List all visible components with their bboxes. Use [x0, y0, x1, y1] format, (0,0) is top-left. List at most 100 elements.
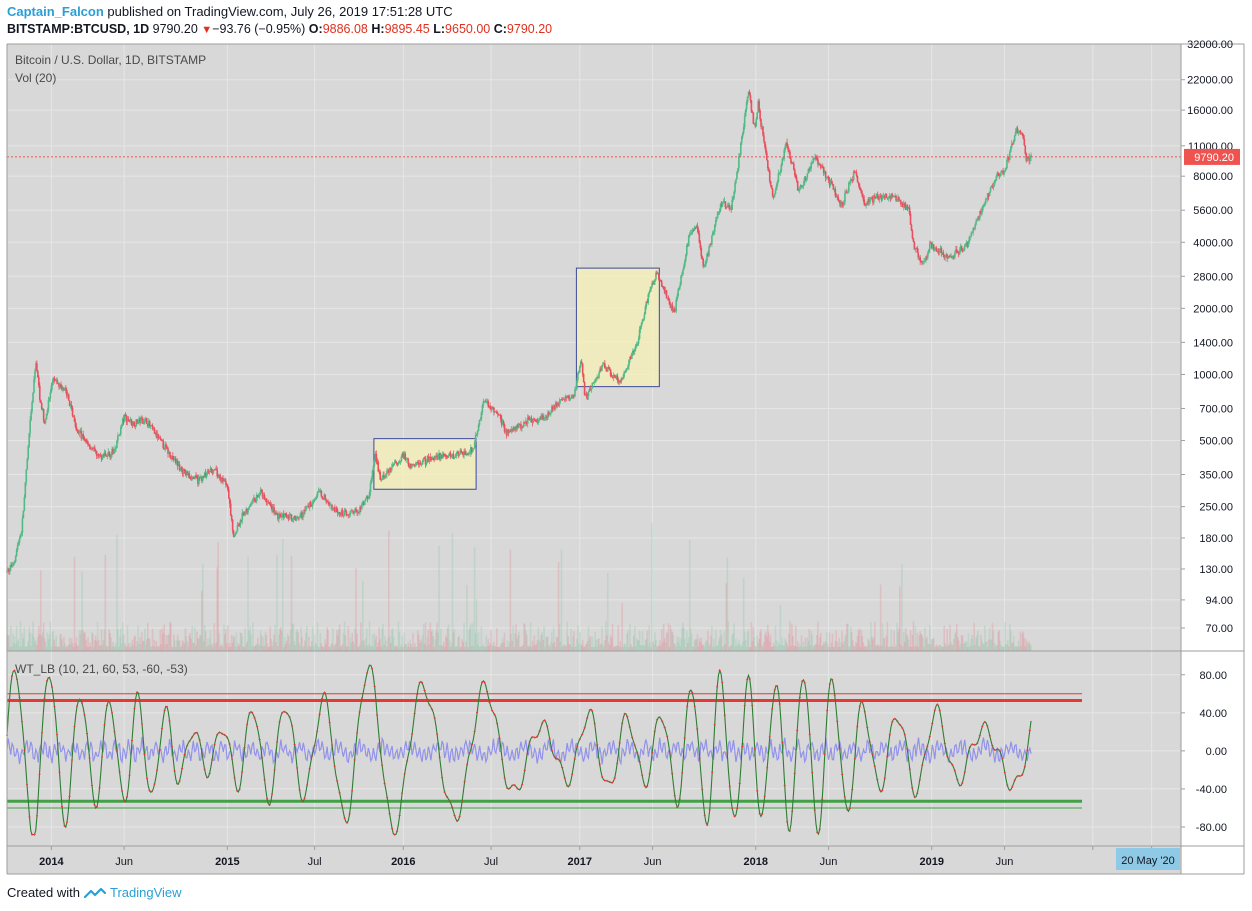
candle-body	[249, 505, 251, 507]
candle-body	[809, 168, 812, 171]
author-link[interactable]: Captain_Falcon	[7, 4, 104, 19]
volume-bar	[787, 646, 789, 651]
volume-bar	[423, 643, 426, 651]
volume-bar	[341, 644, 344, 651]
candle-body	[494, 411, 496, 413]
volume-bar	[1021, 633, 1024, 651]
candle-body	[659, 279, 661, 281]
volume-bar	[639, 645, 642, 651]
candle-body	[972, 228, 974, 233]
candle-body	[35, 363, 37, 372]
candle-body	[984, 199, 987, 204]
volume-bar	[362, 581, 364, 651]
volume-bar	[996, 645, 999, 651]
volume-bar	[492, 646, 494, 651]
volume-bar	[849, 626, 852, 651]
time-axis-label: Jun	[996, 856, 1014, 868]
volume-bar	[777, 642, 780, 651]
candle-body	[201, 476, 204, 481]
volume-bar	[558, 624, 561, 651]
volume-bar	[340, 645, 343, 651]
candle-body	[768, 170, 771, 182]
candle-body	[797, 190, 800, 192]
candle-body	[197, 478, 199, 484]
candle-body	[181, 469, 184, 474]
candle-body	[262, 494, 265, 497]
candle-body	[71, 407, 74, 416]
volume-bar	[710, 635, 712, 651]
candle-body	[624, 372, 626, 374]
osc-axis-label: 0.00	[1206, 746, 1227, 758]
candle-body	[432, 457, 435, 459]
volume-bar	[416, 630, 419, 651]
volume-bar	[688, 539, 691, 651]
candle-body	[994, 180, 997, 182]
candle-body	[65, 389, 68, 396]
volume-bar	[303, 645, 305, 651]
volume-bar	[11, 634, 14, 651]
volume-bar	[970, 638, 973, 651]
candle-body	[37, 370, 39, 378]
candle-body	[426, 456, 429, 462]
candle-body	[707, 253, 709, 256]
volume-bar	[291, 624, 294, 651]
candle-body	[705, 260, 707, 264]
volume-bar	[720, 634, 723, 651]
volume-bar	[314, 643, 317, 651]
volume-bar	[1019, 631, 1022, 651]
volume-bar	[875, 645, 877, 651]
candle-body	[874, 195, 876, 198]
candle-body	[441, 454, 443, 459]
candle-body	[271, 506, 273, 512]
volume-bar	[747, 629, 750, 651]
candle-body	[781, 158, 784, 165]
candle-body	[473, 441, 476, 449]
candle-body	[572, 395, 574, 398]
volume-bar	[361, 640, 363, 651]
candle-body	[207, 471, 210, 473]
volume-bar	[833, 646, 836, 651]
volume-bar	[359, 644, 361, 651]
volume-bar	[95, 640, 98, 651]
candle-body	[644, 306, 647, 315]
candle-body	[891, 194, 894, 198]
candle-body	[248, 506, 250, 510]
volume-bar	[845, 634, 847, 651]
candle-body	[321, 496, 324, 499]
candle-body	[1011, 143, 1014, 145]
candle-body	[487, 400, 489, 407]
volume-bar	[924, 627, 926, 651]
volume-bar	[47, 639, 50, 651]
candle-body	[609, 369, 612, 376]
candle-body	[600, 368, 602, 371]
candle-body	[664, 290, 667, 293]
candle-body	[873, 195, 875, 203]
candle-body	[73, 416, 76, 422]
candle-body	[217, 476, 219, 478]
volume-bar	[387, 638, 389, 651]
candle-body	[326, 501, 328, 503]
candle-body	[619, 381, 622, 383]
volume-bar	[669, 625, 672, 651]
candle-body	[499, 414, 502, 420]
volume-bar	[711, 625, 713, 651]
candle-body	[191, 476, 193, 480]
volume-bar	[565, 645, 568, 651]
volume-bar	[762, 646, 764, 651]
tradingview-brand-link[interactable]: TradingView	[109, 885, 182, 900]
candle-body	[282, 514, 285, 518]
volume-bar	[173, 640, 176, 651]
candle-body	[712, 232, 714, 236]
time-axis-label: Jun	[115, 856, 133, 868]
candle-body	[599, 368, 601, 373]
date-marker-tag	[1116, 848, 1180, 870]
volume-bar	[560, 549, 563, 651]
grid	[7, 44, 1181, 846]
volume-bar	[767, 632, 770, 651]
volume-bar	[809, 644, 812, 651]
candle-body	[715, 218, 718, 221]
volume-bar	[713, 646, 716, 651]
candle-body	[316, 492, 319, 497]
candle-body	[78, 431, 81, 434]
